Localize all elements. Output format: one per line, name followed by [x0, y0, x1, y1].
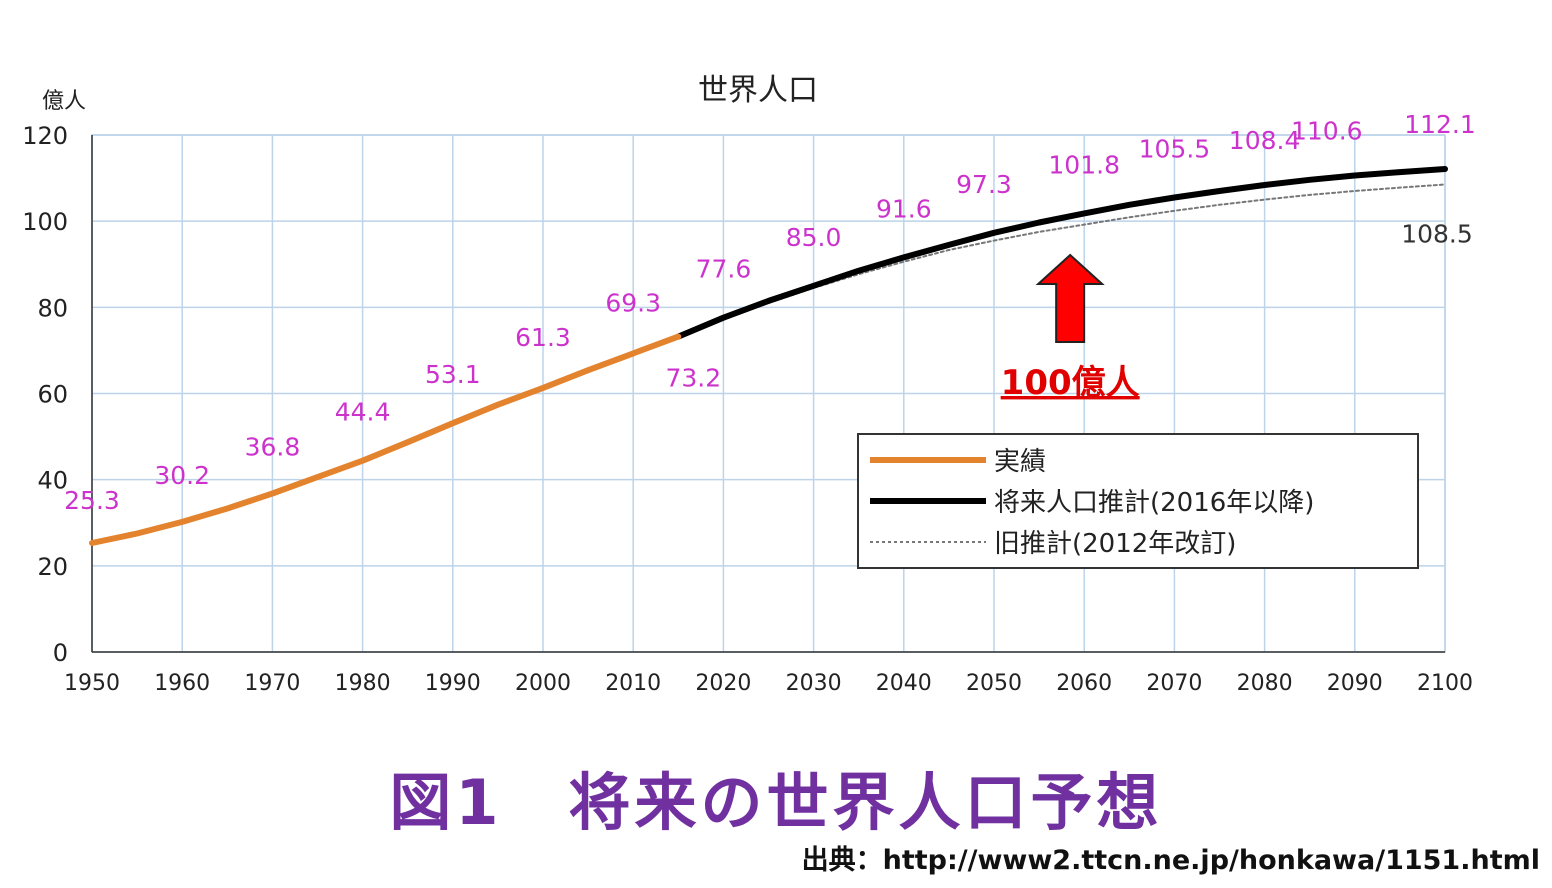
y-axis-unit-label: 億人 — [42, 89, 86, 114]
x-tick-label: 2040 — [876, 671, 932, 696]
up-arrow-icon — [1035, 253, 1105, 343]
data-label: 110.6 — [1291, 116, 1363, 145]
chart-axes: 1950 1960 1970 1980 1990 2000 2010 2020 2030 2040… — [22, 122, 1473, 696]
chart-title: 世界人口 — [698, 73, 818, 108]
chart-annotation: 100億人 — [1001, 253, 1140, 403]
x-tick-label: 2000 — [515, 671, 571, 696]
data-label: 25.3 — [64, 486, 120, 515]
y-tick-label: 0 — [53, 639, 68, 667]
data-label: 44.4 — [335, 398, 391, 427]
data-label: 108.5 — [1401, 220, 1473, 249]
x-tick-label: 2100 — [1417, 671, 1473, 696]
legend-label: 旧推計(2012年改訂) — [994, 529, 1236, 559]
data-label: 105.5 — [1139, 134, 1211, 163]
annotation-label: 100億人 — [1001, 363, 1140, 403]
y-tick-label: 40 — [37, 467, 68, 495]
x-tick-label: 1950 — [64, 671, 120, 696]
figure-caption: 図1 将来の世界人口予想 — [389, 766, 1163, 839]
x-tick-label: 2070 — [1146, 671, 1202, 696]
data-label: 69.3 — [605, 288, 661, 317]
data-label: 77.6 — [696, 255, 752, 284]
x-tick-label: 1990 — [425, 671, 481, 696]
x-tick-label: 2050 — [966, 671, 1022, 696]
data-label: 30.2 — [154, 461, 210, 490]
source-citation: 出典：http://www2.ttcn.ne.jp/honkawa/1151.h… — [801, 845, 1540, 876]
data-label: 97.3 — [956, 170, 1012, 199]
x-tick-label: 2080 — [1237, 671, 1293, 696]
legend-label: 実績 — [994, 447, 1046, 477]
data-label: 61.3 — [515, 323, 571, 352]
series-line-projection — [675, 166, 1448, 340]
x-tick-label: 1970 — [244, 671, 300, 696]
y-tick-label: 120 — [22, 122, 68, 150]
data-label: 36.8 — [245, 432, 301, 461]
data-label: 108.4 — [1229, 126, 1301, 155]
x-tick-label: 2060 — [1056, 671, 1112, 696]
x-tick-label: 2010 — [605, 671, 661, 696]
y-tick-label: 20 — [37, 553, 68, 581]
y-tick-label: 80 — [37, 294, 68, 322]
y-tick-label: 100 — [22, 208, 68, 236]
legend-label: 将来人口推計(2016年以降) — [994, 488, 1314, 518]
x-tick-label: 1960 — [154, 671, 210, 696]
series-line-actual — [89, 333, 682, 546]
chart-series — [89, 166, 1448, 546]
data-label: 91.6 — [876, 194, 932, 223]
x-tick-label: 2020 — [695, 671, 751, 696]
data-label: 112.1 — [1404, 110, 1476, 139]
data-label: 101.8 — [1048, 150, 1120, 179]
chart-grid — [91, 134, 1446, 653]
data-label: 53.1 — [425, 360, 481, 389]
chart-data-labels: 25.3 30.2 36.8 44.4 53.1 61.3 69.3 73.2 77.6 85.0… — [64, 110, 1476, 515]
x-tick-label: 2030 — [786, 671, 842, 696]
y-tick-label: 60 — [37, 381, 68, 409]
data-label: 85.0 — [786, 223, 842, 252]
data-label: 73.2 — [665, 364, 721, 393]
x-tick-label: 1980 — [335, 671, 391, 696]
x-tick-label: 2090 — [1327, 671, 1383, 696]
